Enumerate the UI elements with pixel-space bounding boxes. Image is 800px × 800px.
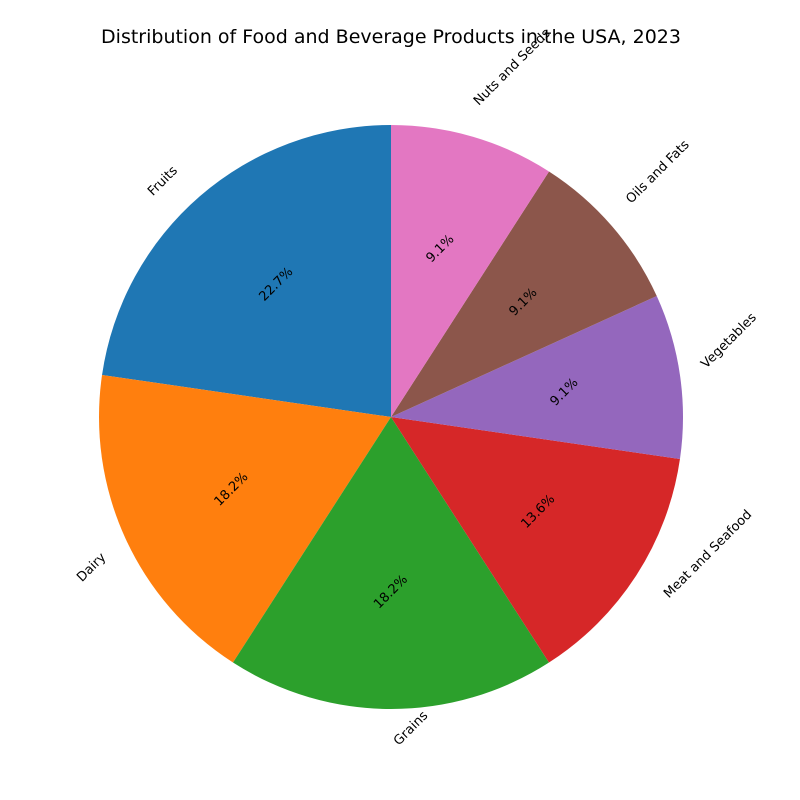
slice-dairy — [99, 374, 391, 663]
category-label-grains: Grains — [391, 708, 431, 748]
pie-slices — [99, 125, 684, 710]
slice-vegetables — [391, 296, 684, 460]
chart-title: Distribution of Food and Beverage Produc… — [101, 26, 681, 48]
slice-fruits — [102, 125, 392, 417]
slice-meat-and-seafood — [391, 417, 680, 663]
category-label-dairy: Dairy — [74, 550, 109, 585]
slice-nuts-and-seeds — [391, 125, 550, 417]
slice-grains — [232, 417, 550, 710]
category-label-fruits: Fruits — [145, 163, 181, 199]
category-label-meat-and-seafood: Meat and Seafood — [661, 507, 755, 601]
category-label-oils-and-fats: Oils and Fats — [623, 137, 693, 207]
category-label-vegetables: Vegetables — [698, 310, 760, 372]
slice-oils-and-fats — [391, 171, 657, 417]
